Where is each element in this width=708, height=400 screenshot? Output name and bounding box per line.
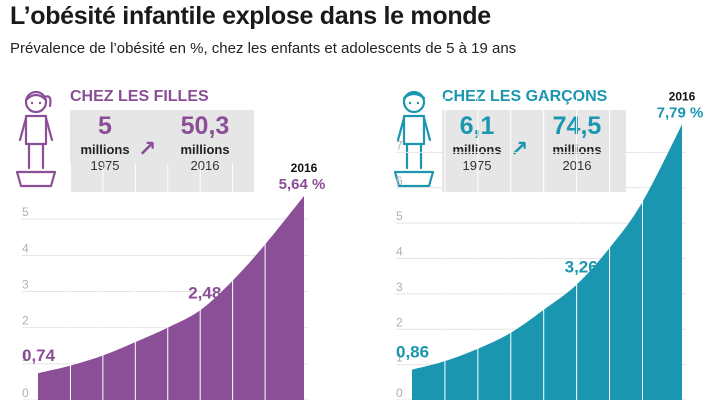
boys-ytick-label: 3 (396, 280, 403, 294)
boys-ytick-label: 1 (396, 351, 403, 365)
boys-area (412, 124, 682, 400)
boys-panel-title: CHEZ LES GARÇONS (442, 88, 608, 105)
girls-ytick-label: 0 (22, 386, 29, 400)
girls-panel-title: CHEZ LES FILLES (70, 88, 209, 105)
girls-data-label: 0,74 (22, 346, 56, 365)
girls-ytick-label: 4 (22, 241, 29, 255)
boys-ytick-label: 7 (396, 138, 403, 152)
girls-ytick-label: 2 (22, 314, 29, 328)
girls-arrow-icon: ↗ (138, 136, 157, 161)
boys-ytick-label: 5 (396, 209, 403, 223)
girls-to-value: 50,3 (180, 112, 230, 140)
boys-ytick-label: 4 (396, 245, 403, 259)
page-title: L’obésité infantile explose dans le mond… (10, 2, 491, 30)
girls-area (38, 196, 304, 400)
boys-from-value: 6,1 (459, 112, 495, 140)
girls-ytick-label: 1 (22, 350, 29, 364)
boys-data-label: 3,26 (565, 258, 598, 277)
boys-end-value-label: 7,79 % (657, 104, 704, 121)
boys-arrow-icon: ↗ (510, 136, 529, 161)
girls-from-unit: millions (80, 142, 130, 157)
boy-on-scale-icon (393, 90, 435, 188)
boys-end-year-label: 2016 (669, 89, 696, 103)
girls-from-year: 1975 (90, 158, 120, 173)
girls-data-label: 2,48 (188, 283, 221, 302)
boys-ytick-label: 0 (396, 386, 403, 400)
girls-ytick-label: 5 (22, 205, 29, 219)
girls-ytick-label: 3 (22, 278, 29, 292)
girl-on-scale-icon (15, 90, 57, 188)
girls-from-value: 5 (98, 112, 112, 140)
page-subtitle: Prévalence de l’obésité en %, chez les e… (10, 40, 517, 57)
girls-stat-box: 5 millions 1975 ↗ 50,3 millions 2016 (70, 110, 254, 192)
girls-to-year: 2016 (190, 158, 220, 173)
girls-end-value-label: 5,64 % (279, 176, 326, 193)
girls-end-year-label: 2016 (291, 161, 318, 175)
boys-ytick-label: 2 (396, 315, 403, 329)
boys-ytick-label: 6 (396, 174, 403, 188)
boys-data-label: 0,86 (396, 343, 429, 362)
boys-from-year: 1975 (462, 158, 492, 173)
girls-to-unit: millions (180, 142, 230, 157)
boys-from-unit: millions (452, 142, 502, 157)
